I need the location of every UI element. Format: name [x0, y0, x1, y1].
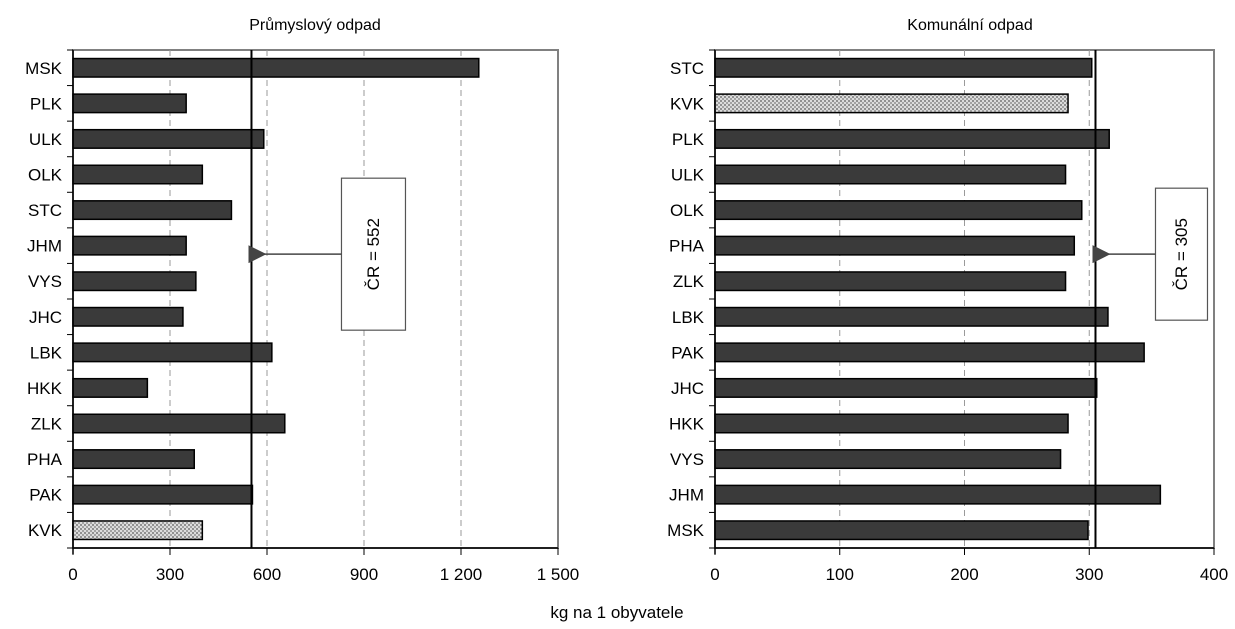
bar-lbk — [714, 306, 1109, 327]
x-tick-label: 200 — [950, 565, 978, 584]
category-label: OLK — [670, 201, 705, 220]
category-label: PAK — [671, 343, 704, 362]
bar-hkk — [72, 377, 149, 398]
reference-label-box — [1154, 187, 1209, 321]
category-label: JHM — [27, 237, 62, 256]
bar-kvk — [714, 93, 1069, 114]
category-label: STC — [28, 201, 62, 220]
x-tick-label: 900 — [350, 565, 378, 584]
x-tick-label: 1 200 — [440, 565, 483, 584]
x-tick-label: 600 — [253, 565, 281, 584]
category-label: MSK — [25, 59, 63, 78]
category-label: KVK — [28, 521, 63, 540]
x-tick-label: 1 500 — [537, 565, 580, 584]
category-label: JHC — [671, 379, 704, 398]
category-label: HKK — [669, 415, 705, 434]
bar-stc — [714, 57, 1093, 78]
bar-vys — [72, 271, 197, 292]
category-label: PHA — [669, 237, 705, 256]
category-label: STC — [670, 59, 704, 78]
bar-ulk — [72, 128, 265, 149]
bar-zlk — [714, 271, 1067, 292]
bar-ulk — [714, 164, 1067, 185]
category-label: PAK — [29, 486, 62, 505]
category-label: JHM — [669, 486, 704, 505]
chart-2: Komunální odpad STC KVK PLK ULK OLK PHA ZLK LBK P… — [667, 17, 1228, 584]
bar-plk — [72, 93, 187, 114]
bar-pak — [72, 484, 254, 505]
category-label: ZLK — [673, 272, 705, 291]
x-tick-label: 400 — [1200, 565, 1228, 584]
bar-pha — [714, 235, 1076, 256]
category-label: VYS — [670, 450, 704, 469]
x-tick-label: 100 — [826, 565, 854, 584]
bar-pha — [72, 449, 195, 470]
bar-olk — [714, 200, 1083, 221]
bar-plk — [714, 128, 1110, 149]
reference-label: ČR = 305 — [1172, 218, 1191, 290]
bar-lbk — [72, 342, 273, 363]
bar-pak — [714, 342, 1145, 363]
category-label: ULK — [29, 130, 63, 149]
category-label: OLK — [28, 166, 63, 185]
bar-olk — [72, 164, 204, 185]
chart-title: Průmyslový odpad — [249, 16, 381, 34]
bar-jhc — [714, 377, 1098, 398]
reference-label: ČR = 552 — [364, 218, 383, 290]
reference-label-box — [340, 177, 407, 331]
category-label: ZLK — [31, 415, 63, 434]
x-tick-label: 0 — [710, 565, 719, 584]
x-tick-label: 300 — [1075, 565, 1103, 584]
chart-title: Komunální odpad — [907, 17, 1032, 34]
bar-stc — [72, 200, 233, 221]
category-label: ULK — [671, 166, 705, 185]
category-label: JHC — [29, 308, 62, 327]
bar-jhc — [72, 306, 184, 327]
category-label: PLK — [30, 94, 63, 113]
category-label: PLK — [672, 130, 705, 149]
category-label: HKK — [27, 379, 63, 398]
category-label: VYS — [28, 272, 62, 291]
bar-msk — [714, 520, 1089, 541]
bar-kvk — [72, 520, 204, 541]
x-axis-label: kg na 1 obyvatele — [550, 603, 683, 622]
x-tick-label: 300 — [156, 565, 184, 584]
bar-msk — [72, 57, 480, 78]
category-label: LBK — [672, 308, 705, 327]
category-label: LBK — [30, 343, 63, 362]
category-label: PHA — [27, 450, 63, 469]
plot-area — [72, 49, 559, 549]
chart-1: Průmyslový odpad MSK PLK ULK OLK STC JHM VYS JHC… — [25, 16, 579, 584]
category-label: MSK — [667, 521, 705, 540]
category-label: KVK — [670, 94, 705, 113]
bar-vys — [714, 449, 1062, 470]
bar-jhm — [72, 235, 187, 256]
bar-hkk — [714, 413, 1069, 434]
bar-zlk — [72, 413, 286, 434]
x-tick-label: 0 — [68, 565, 77, 584]
bar-jhm — [714, 484, 1162, 505]
